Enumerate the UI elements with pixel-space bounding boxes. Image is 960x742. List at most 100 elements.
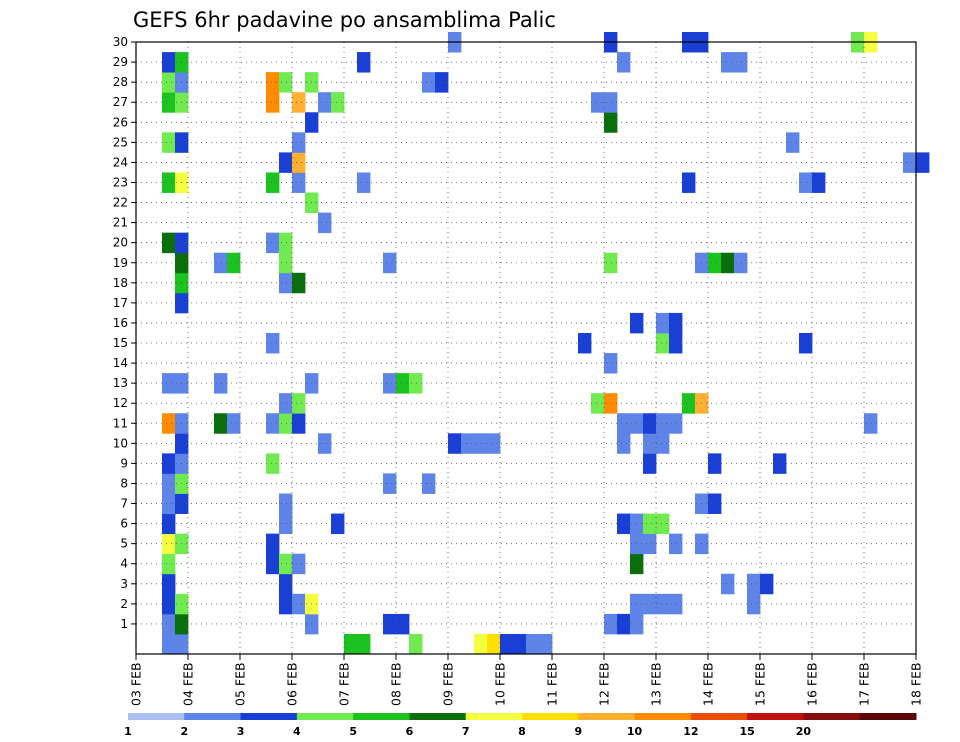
precip-cell — [279, 593, 293, 615]
precip-cell — [383, 613, 397, 635]
precip-cell — [383, 373, 397, 394]
precip-cell — [604, 252, 618, 274]
legend-label: 10 — [627, 725, 643, 738]
precip-cell — [669, 312, 683, 334]
precip-cell — [266, 232, 280, 254]
precip-cell — [266, 92, 280, 113]
precip-cell — [266, 72, 280, 93]
precip-cell — [175, 633, 189, 655]
precip-cell — [266, 453, 280, 474]
precip-cell — [292, 413, 306, 434]
precip-cell — [227, 413, 241, 434]
precip-cell — [162, 52, 176, 73]
precip-cell — [604, 112, 618, 133]
precip-cell — [656, 513, 670, 535]
precip-cell — [461, 433, 475, 454]
x-tick-label: 15 FEB — [753, 662, 768, 706]
precip-cell — [162, 593, 176, 615]
precip-cell — [734, 52, 748, 73]
precip-cell — [474, 433, 488, 454]
y-tick-label: 16 — [113, 316, 128, 330]
precip-cell — [656, 433, 670, 454]
precip-cell — [266, 533, 280, 555]
x-tick-label: 18 FEB — [909, 662, 924, 706]
precip-cell — [292, 132, 306, 153]
y-tick-label: 24 — [113, 155, 128, 169]
y-tick-label: 12 — [113, 396, 128, 410]
precip-cell — [162, 132, 176, 153]
precip-cell — [669, 533, 683, 555]
y-tick-label: 29 — [113, 55, 128, 69]
precip-cell — [266, 413, 280, 434]
precip-cell — [409, 373, 423, 394]
precip-cell — [162, 373, 176, 394]
y-tick-label: 17 — [113, 296, 128, 310]
precip-cell — [292, 393, 306, 414]
precip-cell — [721, 252, 735, 274]
precip-cell — [162, 533, 176, 555]
precip-cell — [162, 493, 176, 514]
precip-cell — [318, 433, 332, 454]
precip-cell — [903, 152, 917, 173]
x-tick-label: 09 FEB — [441, 662, 456, 706]
x-tick-label: 17 FEB — [857, 662, 872, 706]
precip-cell — [669, 413, 683, 434]
y-tick-label: 13 — [113, 376, 128, 390]
precip-cell — [214, 413, 228, 434]
y-tick-label: 1 — [120, 617, 128, 631]
legend-label: 20 — [796, 725, 812, 738]
precip-cell — [344, 633, 358, 655]
precip-cell — [604, 393, 618, 414]
precip-cell — [643, 513, 657, 535]
precip-cell — [448, 433, 462, 454]
precip-cell — [487, 433, 501, 454]
precip-cell — [643, 453, 657, 474]
precip-cell — [487, 633, 501, 655]
precip-cell — [721, 573, 735, 595]
precip-cell — [708, 453, 722, 474]
y-tick-label: 10 — [113, 436, 128, 450]
y-tick-label: 2 — [120, 597, 128, 611]
legend-label: 2 — [180, 725, 188, 738]
precip-cell — [656, 593, 670, 615]
precip-cell — [617, 52, 631, 73]
precip-cell — [162, 72, 176, 93]
precip-cell — [292, 172, 306, 193]
x-tick-label: 12 FEB — [597, 662, 612, 706]
precip-cell — [266, 172, 280, 193]
precip-cell — [708, 252, 722, 274]
y-tick-label: 11 — [113, 416, 128, 430]
y-tick-label: 19 — [113, 256, 128, 270]
precip-cell — [643, 413, 657, 434]
x-tick-label: 07 FEB — [337, 662, 352, 706]
legend-label: 5 — [349, 725, 357, 738]
precip-cell — [357, 172, 371, 193]
precip-cell — [617, 513, 631, 535]
precip-cell — [721, 52, 735, 73]
precip-cell — [669, 593, 683, 615]
precip-cell — [357, 633, 371, 655]
legend-label: 1 — [124, 725, 132, 738]
precip-cell — [747, 593, 761, 615]
precip-cell — [422, 473, 436, 494]
precip-cell — [682, 393, 696, 414]
precip-cell — [214, 252, 228, 274]
precip-cell — [617, 613, 631, 635]
precip-cell — [643, 533, 657, 555]
precip-cell — [422, 72, 436, 93]
precip-cell — [279, 272, 293, 294]
precip-cell — [227, 252, 241, 274]
precip-cell — [916, 152, 930, 173]
precip-cell — [279, 252, 293, 274]
legend-swatch — [128, 713, 185, 720]
y-tick-label: 15 — [113, 336, 128, 350]
precip-cell — [292, 152, 306, 173]
precip-cell — [292, 92, 306, 113]
legend-swatch — [690, 713, 748, 720]
legend-swatch — [859, 713, 917, 720]
precip-cell — [396, 373, 410, 394]
precip-cell — [331, 92, 345, 113]
precip-cell — [279, 72, 293, 93]
legend-swatch — [240, 713, 298, 720]
precip-cell — [292, 272, 306, 294]
